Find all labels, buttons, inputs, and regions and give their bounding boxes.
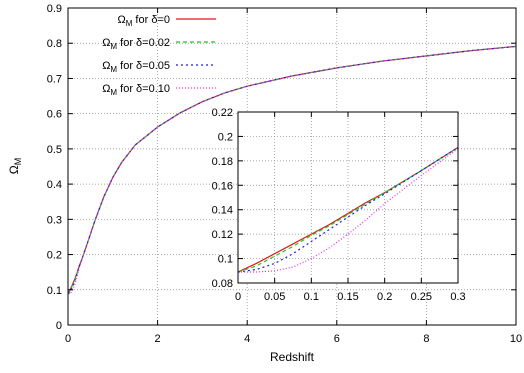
- y-axis-label: ΩM: [7, 158, 23, 174]
- inset-y-tick-label: 0.22: [212, 107, 233, 119]
- inset-y-tick-label: 0.08: [212, 278, 233, 290]
- inset-x-tick-label: 0: [235, 291, 241, 303]
- inset-y-tick-label: 0.2: [218, 131, 233, 143]
- main-x-tick-label: 4: [244, 333, 250, 345]
- main-y-tick-label: 0.8: [47, 38, 62, 50]
- main-x-tick-label: 2: [155, 333, 161, 345]
- inset-x-tick-label: 0.1: [304, 291, 319, 303]
- inset-x-tick-label: 0.05: [264, 291, 285, 303]
- main-x-tick-label: 0: [65, 333, 71, 345]
- inset-y-tick-label: 0.14: [212, 205, 233, 217]
- inset-series-line-2: [237, 146, 459, 273]
- legend-label-2: ΩM for δ=0.05: [102, 60, 170, 74]
- main-series-line-2: [67, 45, 517, 295]
- legend-label-0: ΩM for δ=0: [117, 14, 170, 28]
- main-y-tick-label: 0.3: [47, 214, 62, 226]
- inset-series-line-3: [238, 148, 459, 273]
- y-axis-label-sub: M: [13, 158, 23, 166]
- main-series-line-1: [67, 45, 517, 295]
- inset-plot: 0 0.05 0.1 0.15 0.2 0.25 0.3 0.08 0.1 0.12 0.14 0.1…: [212, 107, 466, 303]
- inset-y-tick-label: 0.18: [212, 156, 233, 168]
- main-plot-frame: [67, 7, 517, 326]
- main-y-tick-label: 0.5: [47, 144, 62, 156]
- main-y-tick-label: 0: [56, 320, 62, 332]
- x-axis-label: Redshift: [270, 350, 315, 364]
- inset-x-tick-label: 0.2: [377, 291, 392, 303]
- y-axis-label-main: Ω: [7, 165, 21, 174]
- main-x-tick-label: 6: [334, 333, 340, 345]
- main-y-tick-label: 0.6: [47, 109, 62, 121]
- inset-x-tick-label: 0.25: [411, 291, 432, 303]
- inset-y-tick-label: 0.1: [218, 254, 233, 266]
- main-y-tick-label: 0.1: [47, 285, 62, 297]
- main-x-tick-label: 8: [423, 333, 429, 345]
- inset-plot-background: [238, 112, 458, 283]
- main-x-tick-label: 10: [510, 333, 522, 345]
- main-y-tick-label: 0.2: [47, 250, 62, 262]
- main-y-tick-label: 0.7: [47, 73, 62, 85]
- inset-series-line-0: [237, 146, 459, 273]
- inset-x-tick-label: 0.15: [337, 291, 358, 303]
- legend: ΩM for δ=0 ΩM for δ=0.02 ΩM for δ=0.05 ΩM f…: [102, 14, 216, 97]
- legend-label-3: ΩM for δ=0.10: [102, 83, 170, 97]
- main-y-tick-label: 0.4: [47, 179, 62, 191]
- legend-label-1: ΩM for δ=0.02: [102, 37, 170, 51]
- inset-y-tick-label: 0.12: [212, 229, 233, 241]
- main-y-tick-label: 0.9: [47, 3, 62, 15]
- inset-x-tick-label: 0.3: [450, 291, 465, 303]
- inset-y-tick-label: 0.16: [212, 180, 233, 192]
